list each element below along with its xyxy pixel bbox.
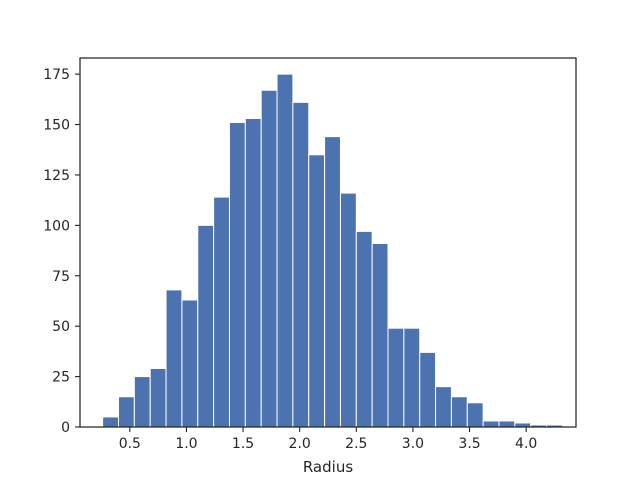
histogram-bar-13 <box>308 154 326 428</box>
x-tick-label-0: 0.5 <box>119 436 141 452</box>
histogram-bar-20 <box>419 351 437 428</box>
x-tick-label-7: 4.0 <box>515 436 537 452</box>
y-ticks-group: 0 25 50 75 100 125 150 175 <box>43 67 80 436</box>
y-tick-label-5: 125 <box>43 168 70 184</box>
histogram-bar-5 <box>181 299 199 428</box>
y-tick-label-3: 75 <box>52 269 70 285</box>
histogram-bar-4 <box>165 289 183 428</box>
histogram-bar-15 <box>339 192 357 428</box>
histogram-bar-14 <box>324 136 341 428</box>
bars-group <box>102 73 563 428</box>
histogram-bar-19 <box>403 327 421 428</box>
histogram-bar-3 <box>149 368 167 428</box>
histogram-bar-21 <box>435 386 452 428</box>
histogram-bar-23 <box>466 402 484 428</box>
histogram-bar-2 <box>133 376 151 428</box>
histogram-bar-6 <box>197 224 215 428</box>
histogram-bar-12 <box>292 101 310 428</box>
y-tick-label-4: 100 <box>43 218 70 234</box>
histogram-bar-1 <box>118 396 135 428</box>
y-tick-label-2: 50 <box>52 319 70 335</box>
histogram-bar-0 <box>102 416 120 428</box>
y-tick-label-0: 0 <box>61 420 70 436</box>
histogram-bar-9 <box>244 117 262 428</box>
histogram-bar-17 <box>371 243 389 428</box>
histogram-bar-22 <box>450 396 468 428</box>
plot-frame <box>79 57 577 428</box>
x-tick-label-6: 3.5 <box>458 436 480 452</box>
x-axis-label: Radius <box>303 458 353 476</box>
histogram-bar-10 <box>260 89 278 428</box>
y-tick-label-6: 150 <box>43 118 70 134</box>
x-tick-label-3: 2.0 <box>289 436 311 452</box>
histogram-bar-24 <box>482 420 500 428</box>
histogram-bar-8 <box>228 122 246 428</box>
histogram-bar-18 <box>387 327 405 428</box>
x-ticks-group: 0.5 1.0 1.5 2.0 2.5 3.0 3.5 4.0 <box>119 427 537 452</box>
y-tick-label-1: 25 <box>52 370 70 386</box>
x-tick-label-2: 1.5 <box>232 436 254 452</box>
histogram-bar-7 <box>213 196 230 428</box>
x-tick-label-4: 2.5 <box>345 436 367 452</box>
x-tick-label-5: 3.0 <box>402 436 424 452</box>
histogram-bar-25 <box>498 420 516 428</box>
y-tick-label-7: 175 <box>43 67 70 83</box>
histogram-bar-16 <box>355 230 373 428</box>
histogram-bar-11 <box>276 73 294 428</box>
x-tick-label-1: 1.0 <box>175 436 197 452</box>
